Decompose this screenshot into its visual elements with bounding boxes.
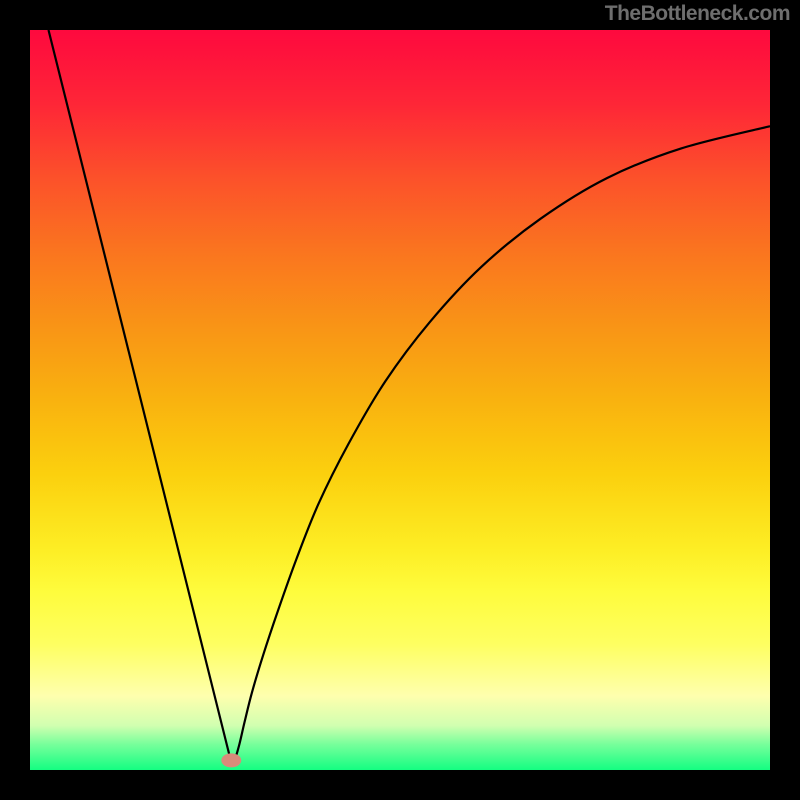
watermark-text: TheBottleneck.com: [605, 2, 790, 26]
chart-svg: [0, 0, 800, 800]
optimal-point-marker: [221, 753, 241, 767]
bottleneck-chart: TheBottleneck.com: [0, 0, 800, 800]
